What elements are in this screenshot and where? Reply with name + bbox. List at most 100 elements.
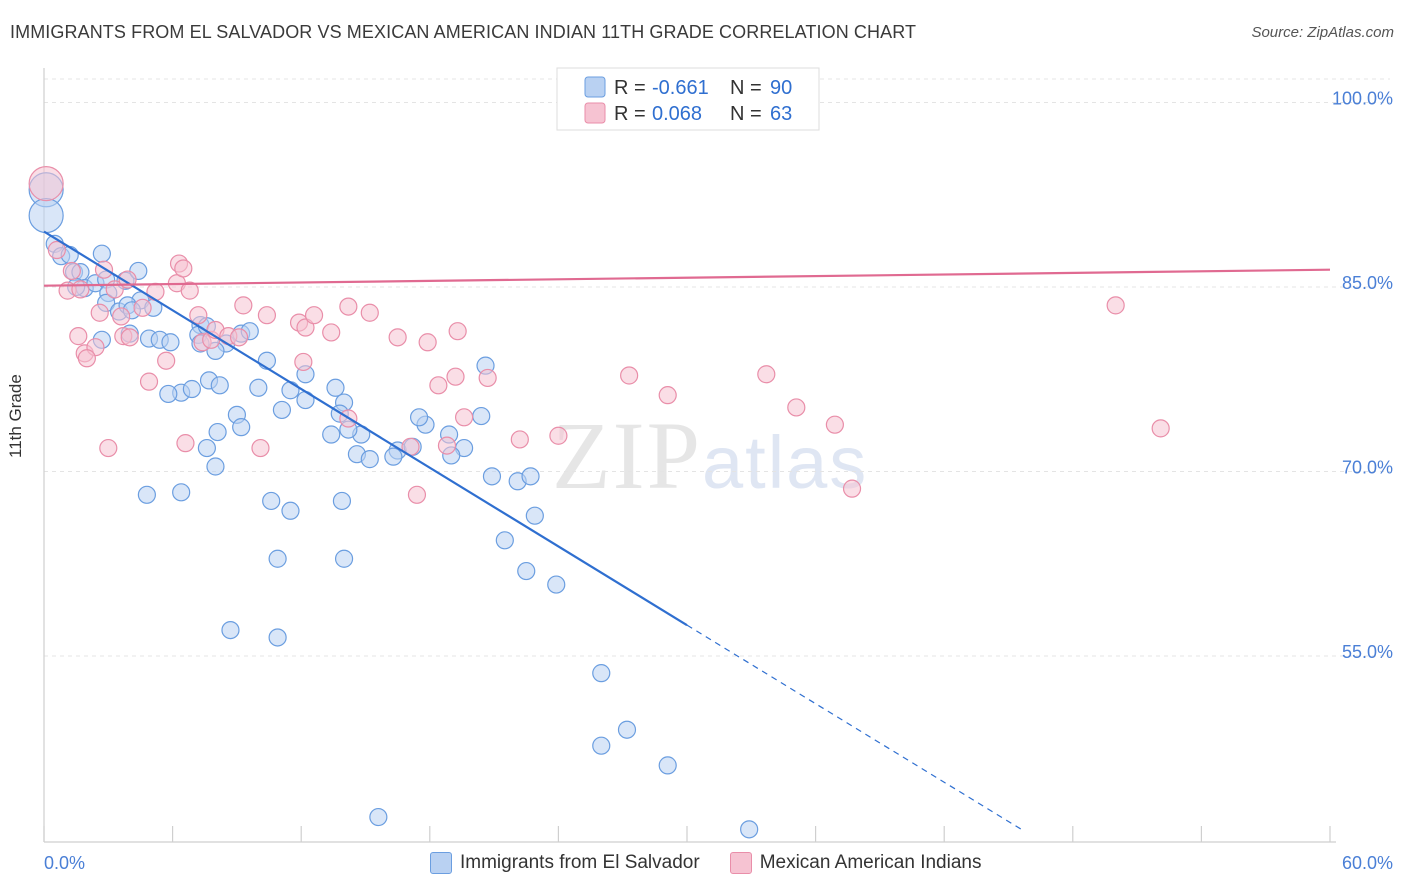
data-point — [592, 664, 611, 683]
data-point — [281, 501, 300, 520]
data-point — [332, 491, 352, 511]
legend-item-mexican-american-indians[interactable]: Mexican American Indians — [729, 852, 982, 874]
data-point — [296, 318, 315, 337]
data-point — [825, 415, 844, 434]
data-point — [617, 720, 637, 739]
legend-n-label: N = — [730, 103, 762, 125]
legend-label-el-salvador: Immigrants from El Salvador — [460, 852, 700, 873]
data-point — [257, 306, 277, 325]
data-point — [478, 368, 497, 388]
data-point — [157, 351, 176, 370]
legend-r-value: -0.661 — [652, 77, 709, 99]
data-point — [77, 349, 96, 368]
data-point — [172, 483, 191, 502]
y-tick-label: 100.0% — [1332, 89, 1393, 109]
data-point — [159, 384, 178, 404]
data-point — [71, 280, 90, 299]
data-point — [454, 408, 474, 427]
data-point — [592, 736, 611, 755]
data-point — [525, 506, 544, 525]
data-point — [547, 575, 566, 594]
data-point — [495, 531, 514, 550]
y-tick-label: 85.0% — [1342, 273, 1393, 293]
data-point — [407, 485, 427, 504]
data-point — [268, 549, 287, 568]
legend-swatch-el-salvador — [430, 852, 452, 874]
data-point — [232, 418, 251, 437]
data-point — [658, 386, 677, 405]
legend-r-value: 0.068 — [652, 103, 702, 125]
data-point — [472, 406, 491, 426]
data-point — [1151, 419, 1170, 438]
data-point — [787, 398, 806, 417]
legend-n-value: 90 — [770, 77, 792, 99]
data-point — [99, 438, 118, 458]
data-point — [251, 438, 270, 458]
data-point — [322, 425, 341, 444]
data-point — [740, 820, 759, 839]
correlation-legend: R = -0.661 N = 90 R = 0.068 N = 63 — [556, 67, 820, 131]
data-point — [482, 467, 502, 486]
data-point — [92, 244, 111, 263]
legend-swatch-mexican-american-indians — [729, 852, 752, 874]
data-point — [272, 400, 292, 420]
data-point — [234, 296, 253, 315]
watermark: ZIPatlas — [552, 400, 868, 511]
data-point — [257, 351, 277, 370]
data-point — [384, 447, 403, 466]
data-point — [842, 479, 862, 498]
data-point — [161, 333, 180, 352]
data-point — [174, 259, 193, 278]
data-point — [28, 197, 64, 234]
data-point — [206, 457, 225, 476]
data-point — [429, 376, 448, 395]
data-point — [182, 379, 201, 399]
data-point — [189, 306, 208, 325]
data-point — [448, 322, 467, 341]
data-point — [112, 307, 131, 326]
data-point — [249, 378, 268, 397]
legend-swatch — [584, 102, 606, 124]
data-point — [360, 450, 379, 469]
trend-lines — [43, 230, 1331, 830]
data-point — [369, 807, 388, 827]
y-tick-label: 55.0% — [1342, 642, 1393, 662]
data-point — [221, 620, 240, 640]
data-point — [90, 303, 109, 322]
trend-line-el-salvador — [43, 230, 688, 627]
legend-n-label: N = — [730, 77, 762, 99]
data-point — [294, 352, 313, 372]
legend-item-el-salvador[interactable]: Immigrants from El Salvador — [430, 852, 700, 874]
data-point — [137, 485, 156, 504]
data-point — [757, 365, 776, 384]
chart-title: IMMIGRANTS FROM EL SALVADOR VS MEXICAN A… — [10, 22, 917, 42]
legend-n-value: 63 — [770, 103, 792, 125]
data-point — [176, 434, 195, 453]
gridlines — [44, 78, 1390, 657]
data-point — [360, 303, 379, 322]
legend-r-label: R = — [614, 77, 646, 99]
series-legend: Immigrants from El Salvador Mexican Amer… — [430, 852, 981, 874]
data-point — [133, 298, 152, 317]
data-point — [620, 366, 639, 385]
data-point — [418, 333, 437, 352]
data-point — [28, 166, 64, 202]
data-point — [549, 426, 568, 445]
data-point — [304, 306, 324, 325]
watermark-atlas: atlas — [702, 421, 869, 504]
series-el-salvador-points — [28, 172, 759, 839]
data-point — [262, 491, 281, 511]
data-point — [446, 367, 465, 386]
data-point — [229, 328, 249, 347]
data-point — [120, 328, 139, 347]
x-tick-label-max: 60.0% — [1342, 853, 1393, 873]
watermark-zip: ZIP — [552, 402, 702, 509]
data-point — [517, 561, 536, 581]
axes — [43, 68, 1336, 843]
legend-r-label: R = — [614, 103, 646, 125]
data-point — [62, 261, 81, 281]
data-point — [322, 323, 341, 342]
data-point — [334, 549, 354, 568]
legend-label-mexican-american-indians: Mexican American Indians — [759, 852, 982, 873]
